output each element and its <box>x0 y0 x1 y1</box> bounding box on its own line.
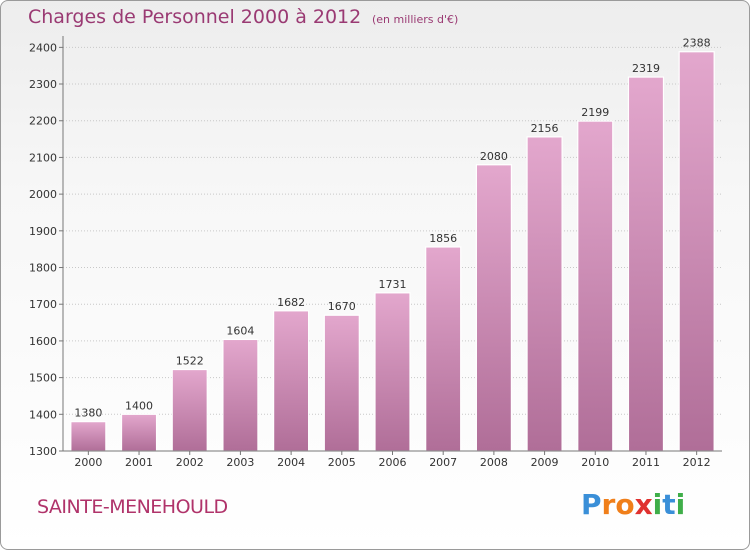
bar-value-label: 1400 <box>125 399 153 412</box>
bar <box>577 120 614 452</box>
x-tick-label: 2008 <box>480 456 508 469</box>
logo-letter: x <box>635 488 653 521</box>
bar-value-label: 2319 <box>632 62 660 75</box>
bar-value-label: 1731 <box>379 278 407 291</box>
bar-value-label: 2080 <box>480 150 508 163</box>
x-tick-label: 2003 <box>226 456 254 469</box>
bar <box>70 421 107 452</box>
x-tick-label: 2009 <box>531 456 559 469</box>
x-tick-label: 2002 <box>176 456 204 469</box>
bar <box>475 164 512 452</box>
bar <box>374 292 411 452</box>
y-tick-label: 1500 <box>29 372 57 385</box>
y-tick-label: 2300 <box>29 78 57 91</box>
bar-value-label: 1380 <box>74 407 102 420</box>
y-tick-label: 1800 <box>29 262 57 275</box>
logo-letter: r <box>602 488 616 521</box>
bar-value-label: 1856 <box>429 232 457 245</box>
bar <box>120 413 158 452</box>
y-tick-label: 1900 <box>29 225 57 238</box>
logo-letter: t <box>662 488 675 521</box>
y-tick-label: 1600 <box>29 335 57 348</box>
y-tick-label: 1400 <box>29 408 57 421</box>
logo-letter: i <box>676 488 686 521</box>
chart-title: Charges de Personnel 2000 à 2012 <box>28 6 362 28</box>
x-tick-label: 2005 <box>328 456 356 469</box>
bar-value-label: 1604 <box>226 324 254 337</box>
bar-value-label: 2388 <box>683 37 711 50</box>
bar <box>526 136 563 452</box>
bar-value-label: 2199 <box>581 106 609 119</box>
x-tick-label: 2010 <box>581 456 609 469</box>
bar <box>222 338 259 452</box>
x-tick-label: 2001 <box>125 456 153 469</box>
bar <box>678 51 715 452</box>
bar-value-label: 1682 <box>277 296 305 309</box>
bar-value-label: 1522 <box>176 355 204 368</box>
bar <box>627 76 665 452</box>
x-tick-label: 2006 <box>379 456 407 469</box>
bar-value-label: 2156 <box>531 122 559 135</box>
commune-name: SAINTE-MENEHOULD <box>37 496 228 518</box>
svg-text:Proxiti: Proxiti <box>581 488 685 521</box>
y-tick-label: 1700 <box>29 298 57 311</box>
x-tick-label: 2000 <box>74 456 102 469</box>
bar-value-label: 1670 <box>328 300 356 313</box>
x-tick-label: 2012 <box>683 456 711 469</box>
proxiti-logo: Proxiti <box>581 488 685 521</box>
x-tick-label: 2004 <box>277 456 305 469</box>
y-tick-label: 2400 <box>29 41 57 54</box>
y-tick-label: 1300 <box>29 445 57 458</box>
x-tick-label: 2011 <box>632 456 660 469</box>
y-tick-label: 2000 <box>29 188 57 201</box>
bar <box>323 314 360 452</box>
bar <box>425 246 462 452</box>
x-tick-label: 2007 <box>429 456 457 469</box>
logo-letter: P <box>581 488 602 521</box>
chart-subtitle: (en milliers d'€) <box>372 13 459 26</box>
logo-letter: o <box>615 488 634 521</box>
logo-letter: i <box>653 488 663 521</box>
y-tick-label: 2200 <box>29 115 57 128</box>
bar <box>171 368 208 452</box>
y-tick-label: 2100 <box>29 151 57 164</box>
bar <box>273 310 310 452</box>
